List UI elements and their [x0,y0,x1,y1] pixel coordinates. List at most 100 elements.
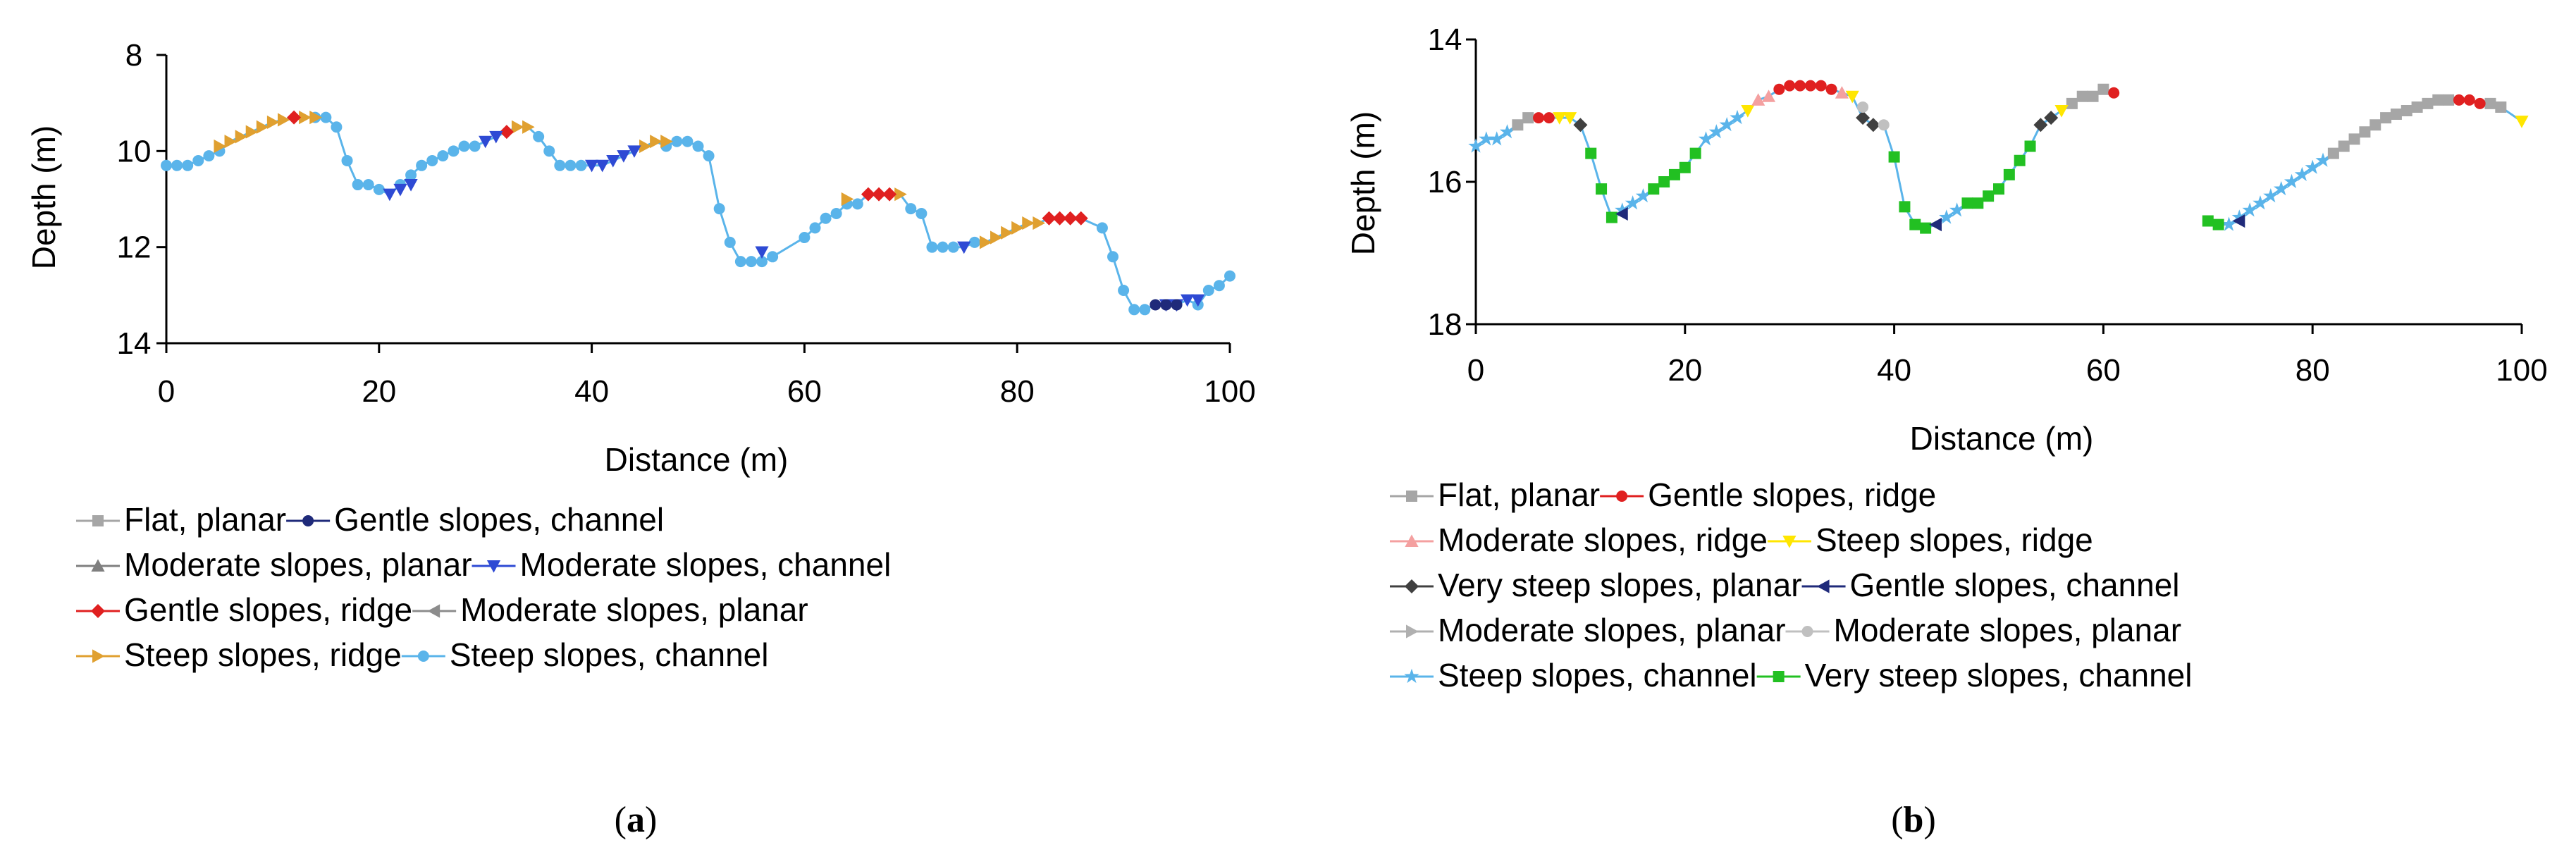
panel-a-data-point [809,222,821,234]
panel-a-data-point [277,113,290,127]
legend-label: Moderate slopes, planar [1438,612,1786,648]
panel-a-data-point [1191,294,1205,307]
panel-a-data-point [1181,294,1195,307]
panel-a-data-point [1073,211,1088,226]
panel-b-data-point [1920,222,1932,234]
legend-label: Gentle slopes, channel [1850,567,2180,603]
panel-b-data-point [1533,112,1545,124]
panel-b-data-point [2369,119,2381,131]
legend-marker [1616,491,1628,502]
panel-b: 0 20 40 60 80 100 14 16 18 Distance (m) Depth (m… [1345,23,2548,840]
panel-a-data-point [990,230,1003,245]
panel-a-data-point [1160,299,1172,311]
legend-marker [91,559,105,572]
legend-label: Very steep slopes, channel [1805,657,2193,693]
panel-a-data-point [767,251,779,263]
panel-b-data-point [2087,90,2099,102]
panel-b-series [1533,80,2486,124]
panel-b-y-tick-label: 14 [1428,23,1462,57]
legend-marker [417,651,429,662]
panel-b-y-tick-label: 18 [1428,307,1462,342]
panel-b-data-point [2014,154,2026,166]
panel-b-data-point [1489,131,1505,146]
panel-b-data-point [1784,80,1796,92]
panel-b-data-point [2097,83,2109,95]
panel-a-data-point [458,140,470,152]
panel-b-data-point [2294,166,2310,181]
panel-b-y-tick-label: 16 [1428,165,1462,199]
panel-b-data-point [1899,201,1911,213]
legend-marker [92,649,105,663]
panel-b-data-point [1751,93,1765,106]
panel-a-data-point [979,235,992,249]
panel-b-data-point [1939,209,1954,224]
panel-a-data-point [1001,226,1013,240]
panel-a-data-point [554,159,566,171]
panel-a-data-point [627,145,641,158]
panel-a-x-axis-title: Distance (m) [605,441,789,478]
panel-b-data-point [1499,124,1515,139]
legend-item: Flat, planar [1390,476,1600,513]
panel-a-data-point [830,207,842,219]
panel-a-data-point [405,169,417,181]
panel-b-data-point [2242,202,2257,217]
panel-b-data-point [1698,131,1714,146]
panel-b-x-tick-label: 40 [1877,353,1911,388]
legend-marker [1782,536,1797,548]
panel-b-data-point [2033,118,2048,132]
panel-a-data-point [1063,211,1078,226]
panel-b-series [1468,109,2331,231]
legend-label: Moderate slopes, channel [520,546,892,583]
panel-a-data-point [916,207,928,219]
panel-b-data-point [2515,116,2529,128]
panel-a-x-tick-label: 100 [1204,374,1255,409]
panel-b-data-point [1719,117,1734,132]
panel-a-data-point [341,154,353,166]
panel-a-data-point [171,159,183,171]
legend-item: Moderate slopes, planar [76,546,472,583]
panel-a-data-point [692,140,704,152]
panel-a-series [287,110,1088,226]
panel-b-data-point [1689,147,1701,159]
panel-b-data-point [2348,133,2360,145]
legend-label: Flat, planar [1438,476,1600,513]
panel-b-data-point [1929,218,1942,232]
panel-a-data-point [499,125,514,140]
panel-b-x-axis-title: Distance (m) [1910,420,2094,457]
panel-b-data-point [2066,97,2078,109]
panel-b-data-point [1730,109,1745,125]
legend-marker [427,604,440,618]
panel-a-data-point [861,187,875,202]
panel-b-data-point [2411,101,2423,113]
panel-a-data-point [404,179,418,192]
panel-a-data-point [957,241,971,254]
panel-a-x-tick-label: 80 [1000,374,1035,409]
panel-b-data-point [1668,168,1680,180]
panel-a-data-point [596,159,610,173]
panel-b-label: (b) [1891,800,1936,840]
panel-a-data-point [703,150,715,162]
panel-a-data-point [1171,299,1183,311]
panel-b-data-point [2108,87,2120,99]
panel-b-legend: Flat, planar Gentle slopes, ridge Moderate… [1390,476,2192,693]
legend-item: Moderate slopes, channel [472,546,892,583]
legend-item: Gentle slopes, ridge [76,591,412,628]
panel-b-data-point [1468,138,1484,153]
panel-a-data-point [479,135,493,149]
legend-marker [1406,491,1417,502]
legend-item: Moderate slopes, planar [412,591,808,628]
panel-a-data-point [660,135,673,149]
panel-a-data-point [851,198,863,210]
panel-a-data-point [362,179,374,191]
panel-a-series [161,111,1235,316]
panel-a-data-point [448,145,460,157]
panel-a-data-point [639,139,652,154]
panel-a-data-point [1052,211,1067,226]
panel-b-data-point [1794,80,1806,92]
panel-b-data-point [2044,111,2059,125]
panel-a-data-point [617,150,631,163]
legend-marker [486,560,501,573]
panel-a-data-point [606,154,620,168]
panel-a-data-point [469,140,481,152]
panel-a-data-point [841,192,854,206]
